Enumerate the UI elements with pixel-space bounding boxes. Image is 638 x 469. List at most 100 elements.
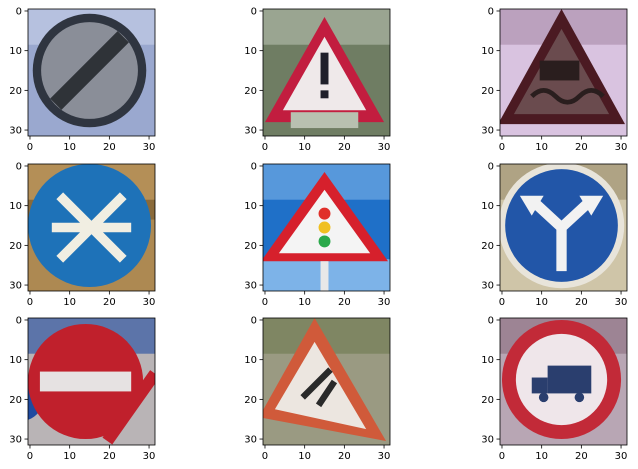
axes-frame	[499, 317, 628, 446]
y-tick-label: 10	[481, 355, 494, 366]
forked-arrows	[532, 199, 591, 272]
x-tick-label: 10	[535, 451, 548, 462]
x-tick-label: 0	[262, 142, 268, 153]
x-tick-label: 0	[262, 297, 268, 308]
axes-frame	[27, 317, 156, 446]
no-entry-bar	[39, 371, 132, 392]
derestriction-band	[50, 31, 129, 110]
sign-image	[28, 164, 155, 291]
y-tick-label: 30	[244, 435, 257, 446]
x-tick-label: 10	[298, 297, 311, 308]
axes-frame	[499, 8, 628, 137]
x-tick-label: 10	[63, 142, 76, 153]
truck-wheel	[538, 392, 549, 403]
y-tick-label: 30	[9, 126, 22, 137]
x-tick-label: 0	[499, 142, 505, 153]
arrow-marks	[51, 192, 132, 263]
y-tick-label: 30	[244, 281, 257, 292]
x-tick-label: 30	[378, 142, 391, 153]
x-tick-label: 10	[535, 142, 548, 153]
supplementary-plate	[290, 112, 359, 129]
y-tick-label: 0	[488, 161, 494, 172]
x-tick-label: 20	[338, 142, 351, 153]
sign-image	[263, 318, 390, 445]
y-tick-label: 0	[251, 161, 257, 172]
y-tick-label: 20	[244, 241, 257, 252]
axes-frame	[27, 163, 156, 292]
x-tick-label: 20	[575, 142, 588, 153]
image-panel: 0 10 20 30 0 10 20 30	[244, 6, 390, 153]
truck-wheel	[574, 392, 585, 403]
x-tick-label: 20	[575, 451, 588, 462]
y-tick-label: 0	[488, 6, 494, 17]
x-tick-label: 30	[143, 142, 156, 153]
car-body	[539, 60, 580, 81]
skid-marks	[530, 87, 605, 105]
x-tick-label: 30	[143, 297, 156, 308]
y-tick-label: 20	[9, 395, 22, 406]
x-tick-label: 20	[575, 297, 588, 308]
sign-image	[28, 318, 155, 445]
y-tick-label: 10	[9, 355, 22, 366]
x-tick-label: 30	[615, 297, 628, 308]
arrow-head-left	[519, 195, 544, 216]
y-tick-label: 20	[9, 241, 22, 252]
x-tick-label: 0	[262, 451, 268, 462]
sign-post	[320, 261, 329, 291]
exclamation-dot	[320, 90, 329, 99]
x-tick-label: 0	[27, 451, 33, 462]
y-tick-label: 20	[244, 86, 257, 97]
light-amber	[318, 221, 331, 234]
x-tick-label: 20	[103, 451, 116, 462]
image-panel: 0 10 20 30 0 10 20 30	[9, 6, 155, 153]
y-tick-label: 20	[481, 86, 494, 97]
sign-image	[500, 9, 627, 136]
y-tick-label: 20	[9, 86, 22, 97]
x-tick-label: 30	[615, 451, 628, 462]
exclamation-bar	[320, 52, 329, 85]
y-tick-label: 20	[481, 395, 494, 406]
y-tick-label: 10	[244, 201, 257, 212]
x-tick-label: 20	[338, 297, 351, 308]
y-tick-label: 10	[481, 201, 494, 212]
x-tick-label: 0	[499, 297, 505, 308]
arrow-head-right	[579, 195, 604, 216]
x-tick-label: 30	[143, 451, 156, 462]
x-tick-label: 30	[615, 142, 628, 153]
triangle-face	[274, 341, 367, 430]
image-panel: 0 10 20 30 0 10 20 30	[481, 6, 627, 153]
sign-image	[263, 164, 390, 291]
y-tick-label: 30	[9, 281, 22, 292]
x-tick-label: 0	[27, 297, 33, 308]
sign-image	[28, 9, 155, 136]
truck-box	[547, 365, 592, 394]
y-tick-label: 30	[244, 126, 257, 137]
axes-frame	[262, 8, 391, 137]
x-tick-label: 10	[298, 142, 311, 153]
y-tick-label: 0	[251, 6, 257, 17]
sign-image	[500, 164, 627, 291]
y-tick-label: 30	[9, 435, 22, 446]
x-tick-label: 10	[63, 451, 76, 462]
image-panel: 0 10 20 30 0 10 20 30	[9, 315, 156, 462]
image-panel: 0 10 20 30 0 10 20 30	[244, 315, 390, 462]
image-panel: 0 10 20 30 0 10 20 30	[481, 161, 627, 308]
y-tick-label: 20	[481, 241, 494, 252]
y-tick-label: 0	[251, 315, 257, 326]
axes-frame	[262, 317, 391, 446]
x-tick-label: 20	[338, 451, 351, 462]
x-tick-label: 20	[103, 142, 116, 153]
y-tick-label: 30	[481, 435, 494, 446]
y-tick-label: 30	[481, 281, 494, 292]
sign-image	[263, 9, 390, 136]
y-tick-label: 10	[481, 46, 494, 57]
x-tick-label: 20	[103, 297, 116, 308]
axes-frame	[499, 163, 628, 292]
y-tick-label: 10	[9, 201, 22, 212]
y-tick-label: 30	[481, 126, 494, 137]
y-tick-label: 0	[16, 315, 22, 326]
x-tick-label: 30	[378, 451, 391, 462]
image-panel: 0 10 20 30 0 10 20 30	[481, 315, 627, 462]
y-tick-label: 20	[244, 395, 257, 406]
